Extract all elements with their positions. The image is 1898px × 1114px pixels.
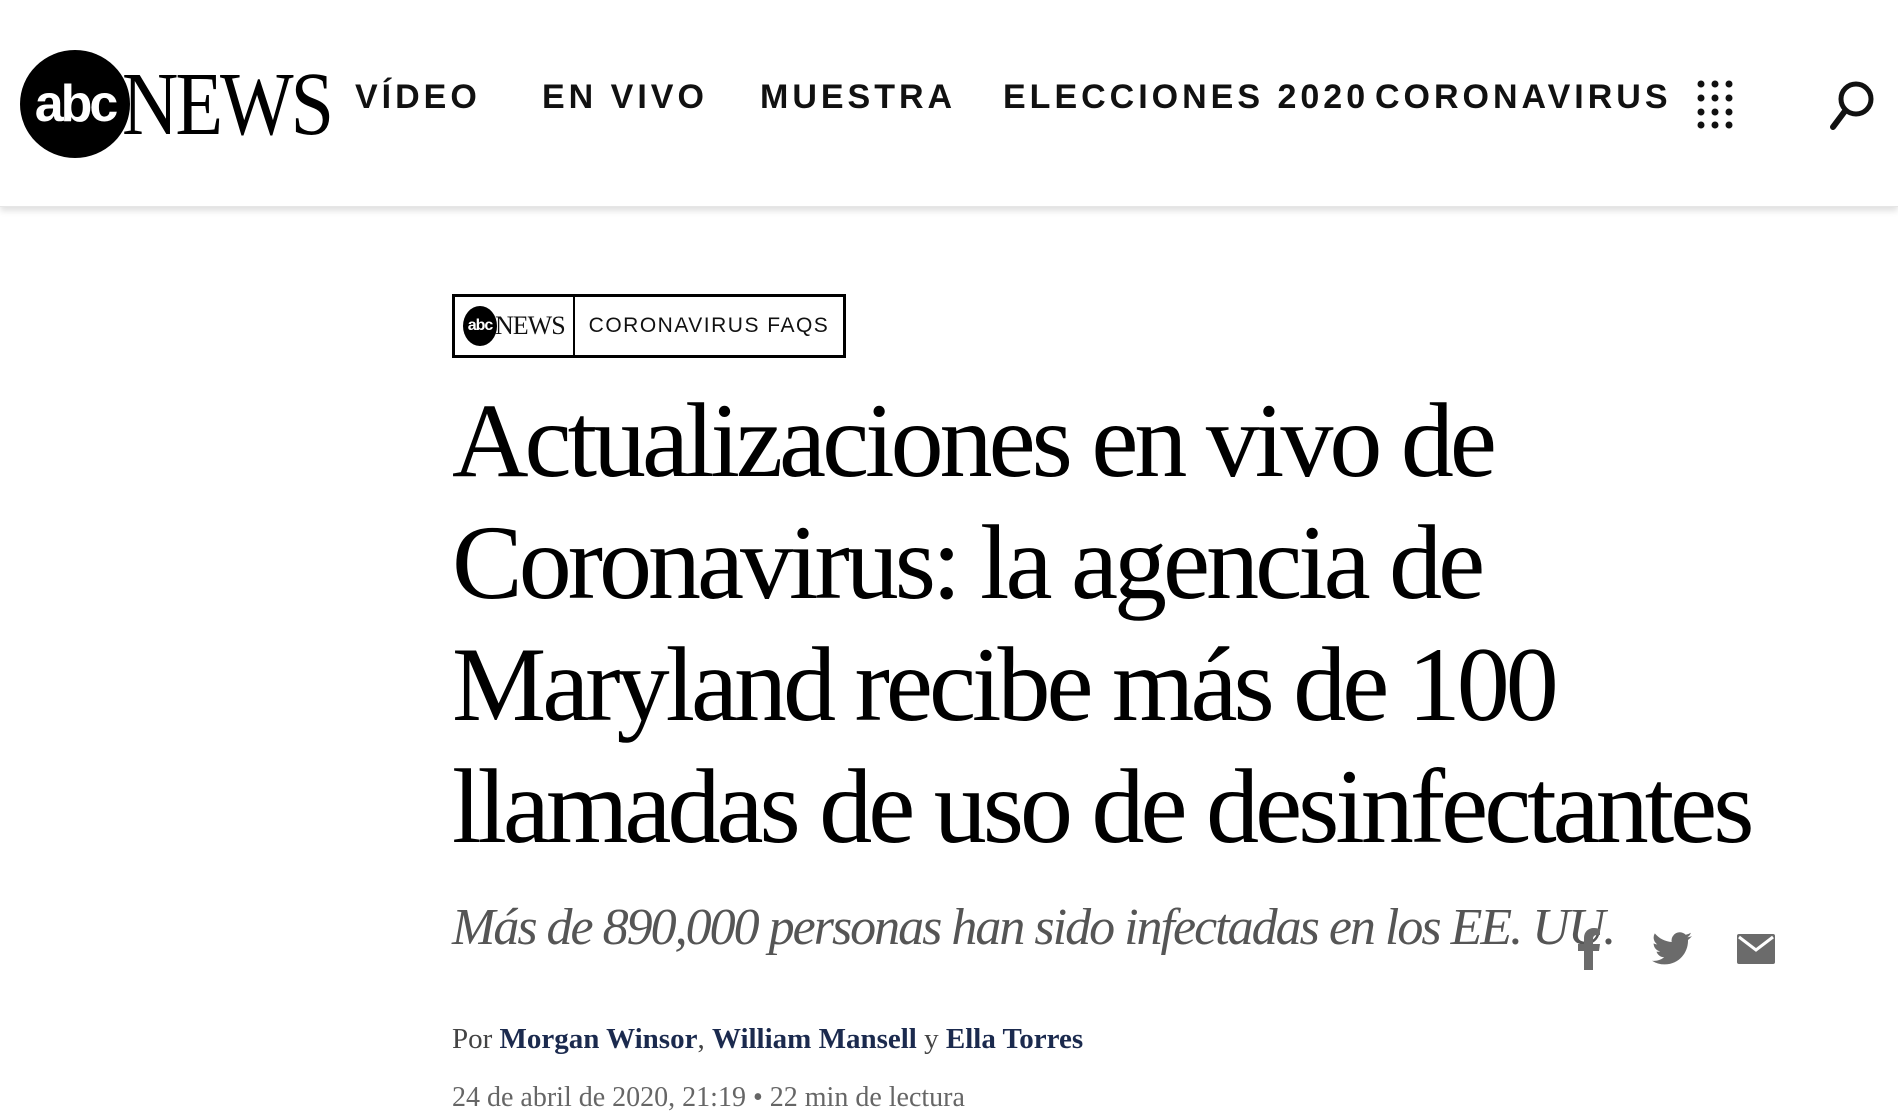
author-link-william-mansell[interactable]: William Mansell	[711, 1023, 917, 1055]
byline: Por Morgan Winsor, William Mansell y Ell…	[452, 1023, 1782, 1056]
email-icon[interactable]	[1736, 928, 1776, 970]
author-link-ella-torres[interactable]: Ella Torres	[945, 1023, 1084, 1055]
badge-logo: abc NEWS	[455, 297, 575, 355]
abc-logo-mark: abc	[20, 50, 130, 158]
abc-news-logo[interactable]: abc NEWS	[20, 50, 334, 158]
article: abc NEWS CORONAVIRUS FAQS Actualizacione…	[452, 294, 1782, 1114]
byline-prefix: Por	[452, 1023, 493, 1055]
article-headline: Actualizaciones en vivo de Coronavirus: …	[452, 382, 1754, 865]
twitter-icon[interactable]	[1652, 928, 1692, 970]
badge-label: CORONAVIRUS FAQS	[588, 314, 830, 337]
share-buttons	[1568, 928, 1776, 970]
author-link-morgan-winsor[interactable]: Morgan Winsor	[499, 1023, 698, 1055]
byline-conjunction: y	[924, 1023, 939, 1055]
news-logo-text: NEWS	[122, 53, 334, 154]
byline-separator: ,	[697, 1023, 705, 1055]
nav-item-en-vivo[interactable]: EN VIVO	[542, 78, 708, 116]
top-navigation-bar: abc NEWS VÍDEO EN VIVO MUESTRA ELECCIONE…	[0, 0, 1898, 207]
facebook-icon[interactable]	[1568, 928, 1608, 970]
article-subheadline: Más de 890,000 personas han sido infecta…	[452, 899, 1616, 956]
grid-dots-icon[interactable]	[1697, 79, 1733, 129]
nav-item-muestra[interactable]: MUESTRA	[760, 78, 957, 116]
section-badge[interactable]: abc NEWS CORONAVIRUS FAQS	[452, 294, 847, 358]
search-icon[interactable]	[1828, 78, 1876, 132]
badge-news-text: NEWS	[495, 311, 566, 340]
publish-date: 24 de abril de 2020, 21:19	[452, 1082, 746, 1113]
nav-item-elecciones-2020[interactable]: ELECCIONES 2020	[1003, 78, 1370, 116]
badge-abc-mark: abc	[463, 306, 497, 346]
nav-item-coronavirus[interactable]: CORONAVIRUS	[1375, 78, 1672, 116]
nav-item-video[interactable]: VÍDEO	[355, 78, 481, 116]
read-time: • 22 min de lectura	[752, 1082, 965, 1113]
article-meta: 24 de abril de 2020, 21:19 • 22 min de l…	[452, 1082, 1782, 1114]
